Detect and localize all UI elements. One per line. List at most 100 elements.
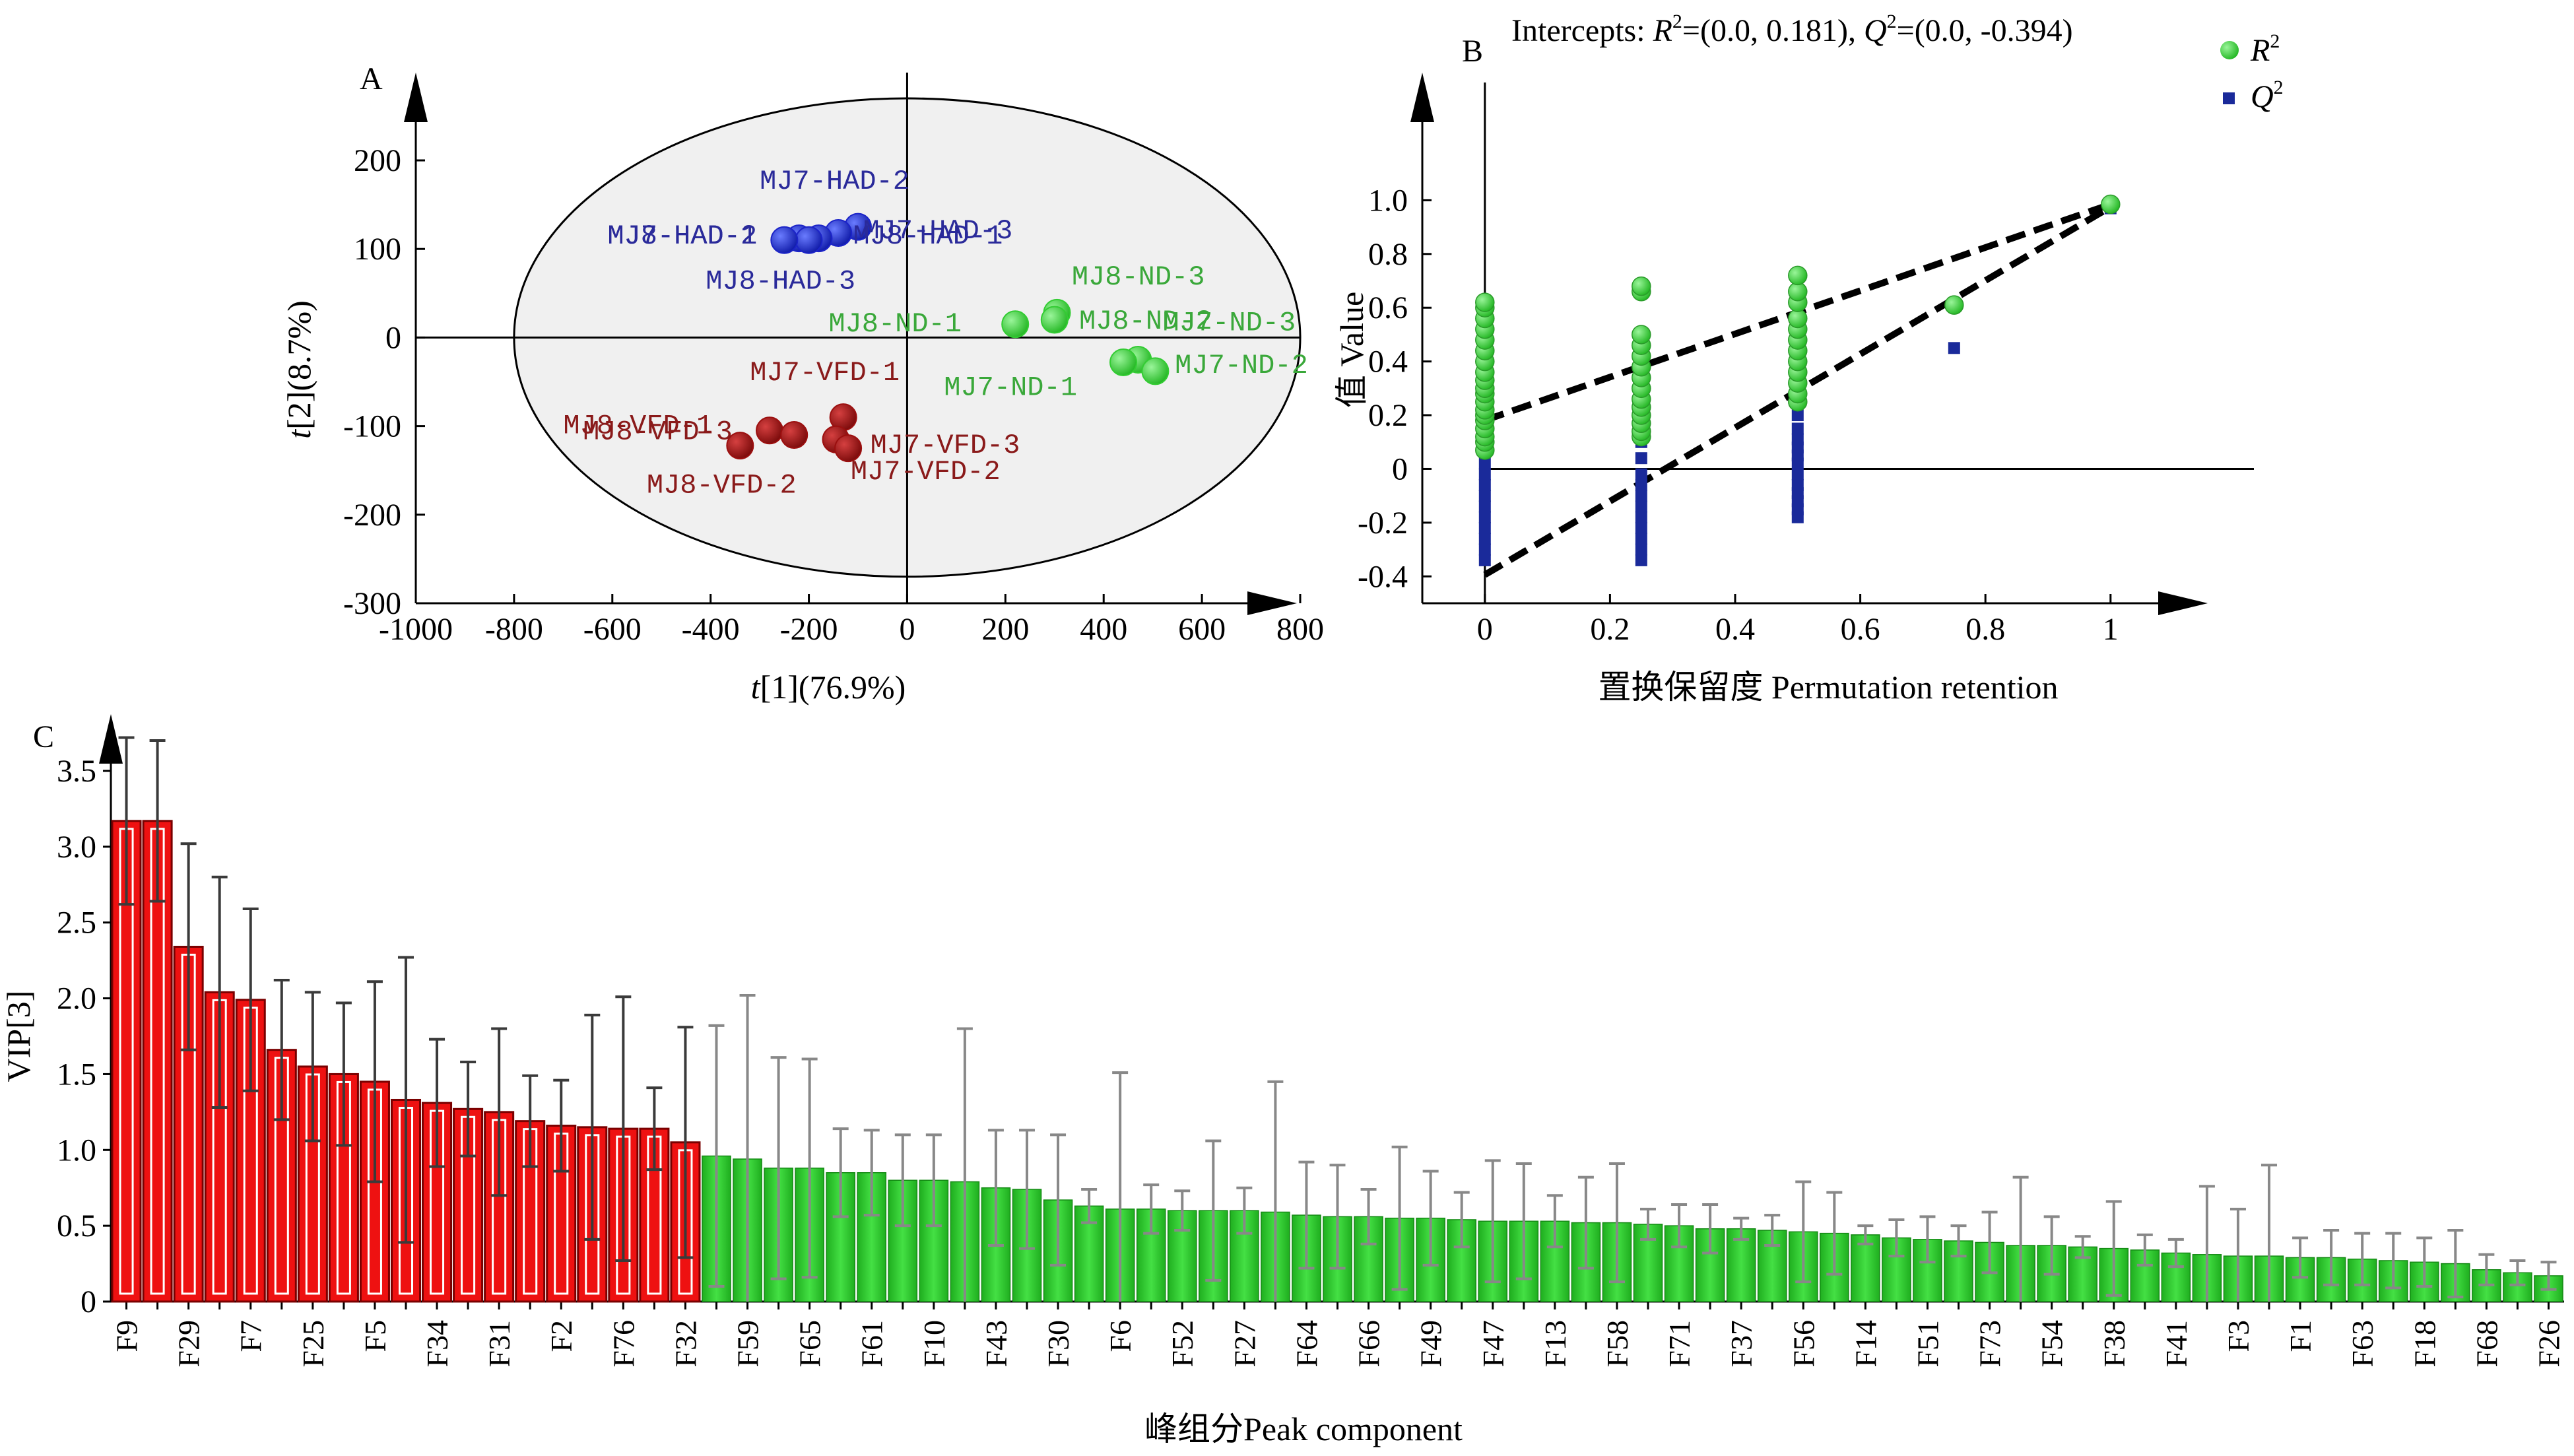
y-tick-label: -200	[343, 498, 401, 533]
x-tick-label: 800	[1276, 612, 1324, 647]
x-tick-label: F71	[1663, 1320, 1696, 1368]
y-tick-label: 1.5	[57, 1057, 96, 1092]
score-point	[770, 226, 799, 254]
panel-b: B Intercepts: R2=(0.0, 0.181), Q2=(0.0, …	[1333, 11, 2284, 706]
panel-c-letter: C	[33, 719, 54, 754]
score-point	[1001, 310, 1030, 339]
x-tick-label: F10	[917, 1320, 951, 1368]
y-tick-label: -300	[343, 586, 401, 621]
q2-point	[1478, 500, 1491, 513]
y-tick-label: 2.0	[57, 981, 96, 1016]
x-tick-label: F32	[669, 1320, 702, 1368]
score-point	[1109, 348, 1137, 376]
vip-bar	[857, 1172, 887, 1302]
legend-marker-r2	[2220, 41, 2239, 59]
legend-label-q2: Q2	[2251, 77, 2284, 114]
x-tick-label: F37	[1725, 1320, 1758, 1368]
y-tick-label: 100	[354, 232, 401, 267]
y-tick-label: 0.4	[1368, 345, 1408, 380]
x-tick-label: F59	[731, 1320, 765, 1368]
x-tick-label: 0.8	[1965, 612, 2005, 647]
panel-c: C 0 0.5 1.0 1.5 2.0 2.5 3.0 3.5 F9 F29 F7 F25 F5 F34…	[0, 714, 2565, 1447]
score-point-label: MJ7-VFD-1	[750, 357, 900, 389]
q2-point	[1478, 543, 1491, 556]
x-tick-label: F65	[793, 1320, 827, 1368]
q2-point	[1635, 500, 1647, 513]
r2-point	[1632, 325, 1651, 345]
score-point-label: MJ8-ND-1	[828, 308, 962, 340]
y-tick-label: 0.2	[1368, 398, 1408, 433]
score-point-label: MJ7-VFD-3	[871, 430, 1020, 461]
q2-point	[1478, 479, 1491, 491]
q2-point	[1478, 533, 1491, 545]
x-tick-label: F26	[2532, 1320, 2565, 1368]
x-tick-label: F34	[420, 1320, 454, 1368]
permutation-plot-points	[1475, 194, 2121, 566]
score-point-label: MJ8-ND-3	[1072, 261, 1205, 293]
x-tick-label: F73	[1973, 1320, 2007, 1368]
x-tick-label: F38	[2097, 1320, 2131, 1368]
score-point-label: MJ8-VFD-2	[647, 469, 797, 501]
score-point-label: MJ8-ND-2	[1079, 306, 1212, 337]
x-tick-label: -200	[780, 612, 838, 647]
x-tick-label: F27	[1228, 1320, 1261, 1368]
y-axis-arrow	[1410, 73, 1434, 122]
score-point-label: MJ8-HAD-3	[706, 266, 855, 298]
x-tick-label: F52	[1166, 1320, 1199, 1368]
permutation-plot-y-axis-title: 值 Value	[1333, 292, 1370, 408]
score-plot-axes: -1000 -800 -600 -400 -200 0 200 400 600 800-300-2…	[343, 73, 1324, 647]
x-tick-label: 0.6	[1841, 612, 1880, 647]
x-tick-label: F66	[1352, 1320, 1386, 1368]
score-plot-points	[726, 213, 1170, 463]
score-point	[1141, 357, 1170, 385]
x-tick-label: F64	[1290, 1320, 1323, 1368]
x-tick-label: F7	[234, 1320, 268, 1352]
x-tick-label: F6	[1104, 1320, 1137, 1352]
score-point-label: MJ7-HAD-1	[607, 220, 757, 252]
q2-point	[1635, 522, 1647, 535]
q2-point	[1791, 409, 1804, 422]
x-tick-label: 0	[1477, 612, 1493, 647]
vip-plot-y-axis-title: VIP[3]	[0, 991, 37, 1082]
x-tick-label: F31	[482, 1320, 516, 1368]
x-tick-label: F3	[2222, 1320, 2255, 1352]
panel-a: A -1000 -800 -600 -400 -200 0 200 400 600 800-300…	[280, 61, 1324, 706]
y-axis-arrow	[99, 714, 123, 764]
q2-point	[1791, 422, 1804, 435]
q2-point	[1635, 479, 1647, 491]
q2-point	[1635, 468, 1647, 480]
vip-plot-error-bars	[118, 736, 2557, 1302]
x-tick-label: F68	[2470, 1320, 2503, 1368]
q2-point	[1948, 342, 1960, 354]
q2-point	[1478, 511, 1491, 523]
score-point-label: MJ8-HAD-2	[607, 220, 757, 252]
score-plot-x-axis-title: t[1](76.9%)	[751, 669, 906, 706]
score-point	[834, 434, 863, 463]
q2-point	[1791, 479, 1804, 491]
score-point-label: MJ7-HAD-3	[863, 215, 1012, 247]
x-tick-label: 0.2	[1590, 612, 1630, 647]
y-tick-label: 1.0	[1368, 183, 1408, 218]
q2-point	[1635, 543, 1647, 556]
x-axis-arrow	[1247, 591, 1297, 615]
x-tick-label: 0	[899, 612, 915, 647]
q2-point	[1635, 452, 1647, 465]
score-point-label: MJ7-ND-2	[1175, 350, 1308, 381]
vip-plot-x-tick-labels: F9 F29 F7 F25 F5 F34 F31 F2 F76 F32 F59 F65 F61 F10 F4…	[110, 1320, 2566, 1368]
x-tick-label: 600	[1178, 612, 1226, 647]
permutation-plot-x-axis-title: 置换保留度 Permutation retention	[1598, 669, 2058, 706]
x-tick-label: F18	[2408, 1320, 2441, 1368]
q2-point	[1478, 490, 1491, 502]
y-tick-label: -100	[343, 409, 401, 444]
x-tick-label: F58	[1600, 1320, 1634, 1368]
r2-point	[1632, 276, 1651, 296]
r2-point	[1475, 292, 1495, 312]
x-tick-label: F76	[607, 1320, 640, 1368]
q2-point	[1478, 468, 1491, 480]
x-tick-label: F9	[110, 1320, 144, 1352]
y-tick-label: -0.2	[1358, 506, 1408, 541]
q2-point	[1635, 490, 1647, 502]
r2-point	[1788, 265, 1808, 286]
x-axis-arrow	[2158, 591, 2208, 615]
